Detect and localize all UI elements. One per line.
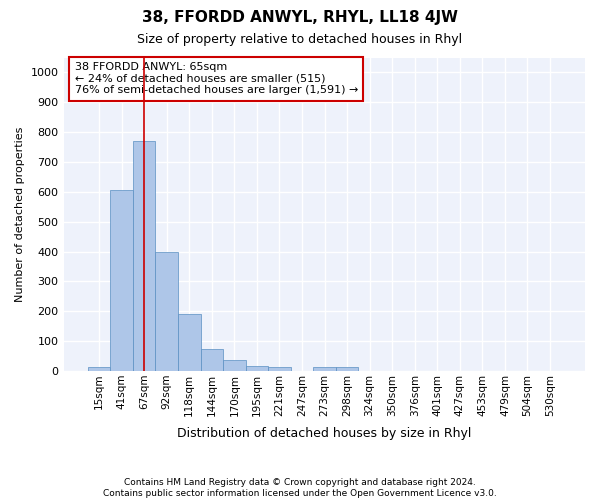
Bar xyxy=(268,366,291,371)
Bar xyxy=(88,366,110,371)
Text: 38, FFORDD ANWYL, RHYL, LL18 4JW: 38, FFORDD ANWYL, RHYL, LL18 4JW xyxy=(142,10,458,25)
Bar xyxy=(155,252,178,371)
Bar xyxy=(133,141,155,371)
Text: 38 FFORDD ANWYL: 65sqm
← 24% of detached houses are smaller (515)
76% of semi-de: 38 FFORDD ANWYL: 65sqm ← 24% of detached… xyxy=(74,62,358,96)
Bar xyxy=(200,348,223,371)
Bar xyxy=(178,314,200,371)
X-axis label: Distribution of detached houses by size in Rhyl: Distribution of detached houses by size … xyxy=(178,427,472,440)
Text: Size of property relative to detached houses in Rhyl: Size of property relative to detached ho… xyxy=(137,32,463,46)
Bar xyxy=(336,368,358,371)
Bar xyxy=(313,368,336,371)
Y-axis label: Number of detached properties: Number of detached properties xyxy=(15,126,25,302)
Bar xyxy=(223,360,245,371)
Bar xyxy=(245,366,268,371)
Text: Contains HM Land Registry data © Crown copyright and database right 2024.
Contai: Contains HM Land Registry data © Crown c… xyxy=(103,478,497,498)
Bar xyxy=(110,190,133,371)
